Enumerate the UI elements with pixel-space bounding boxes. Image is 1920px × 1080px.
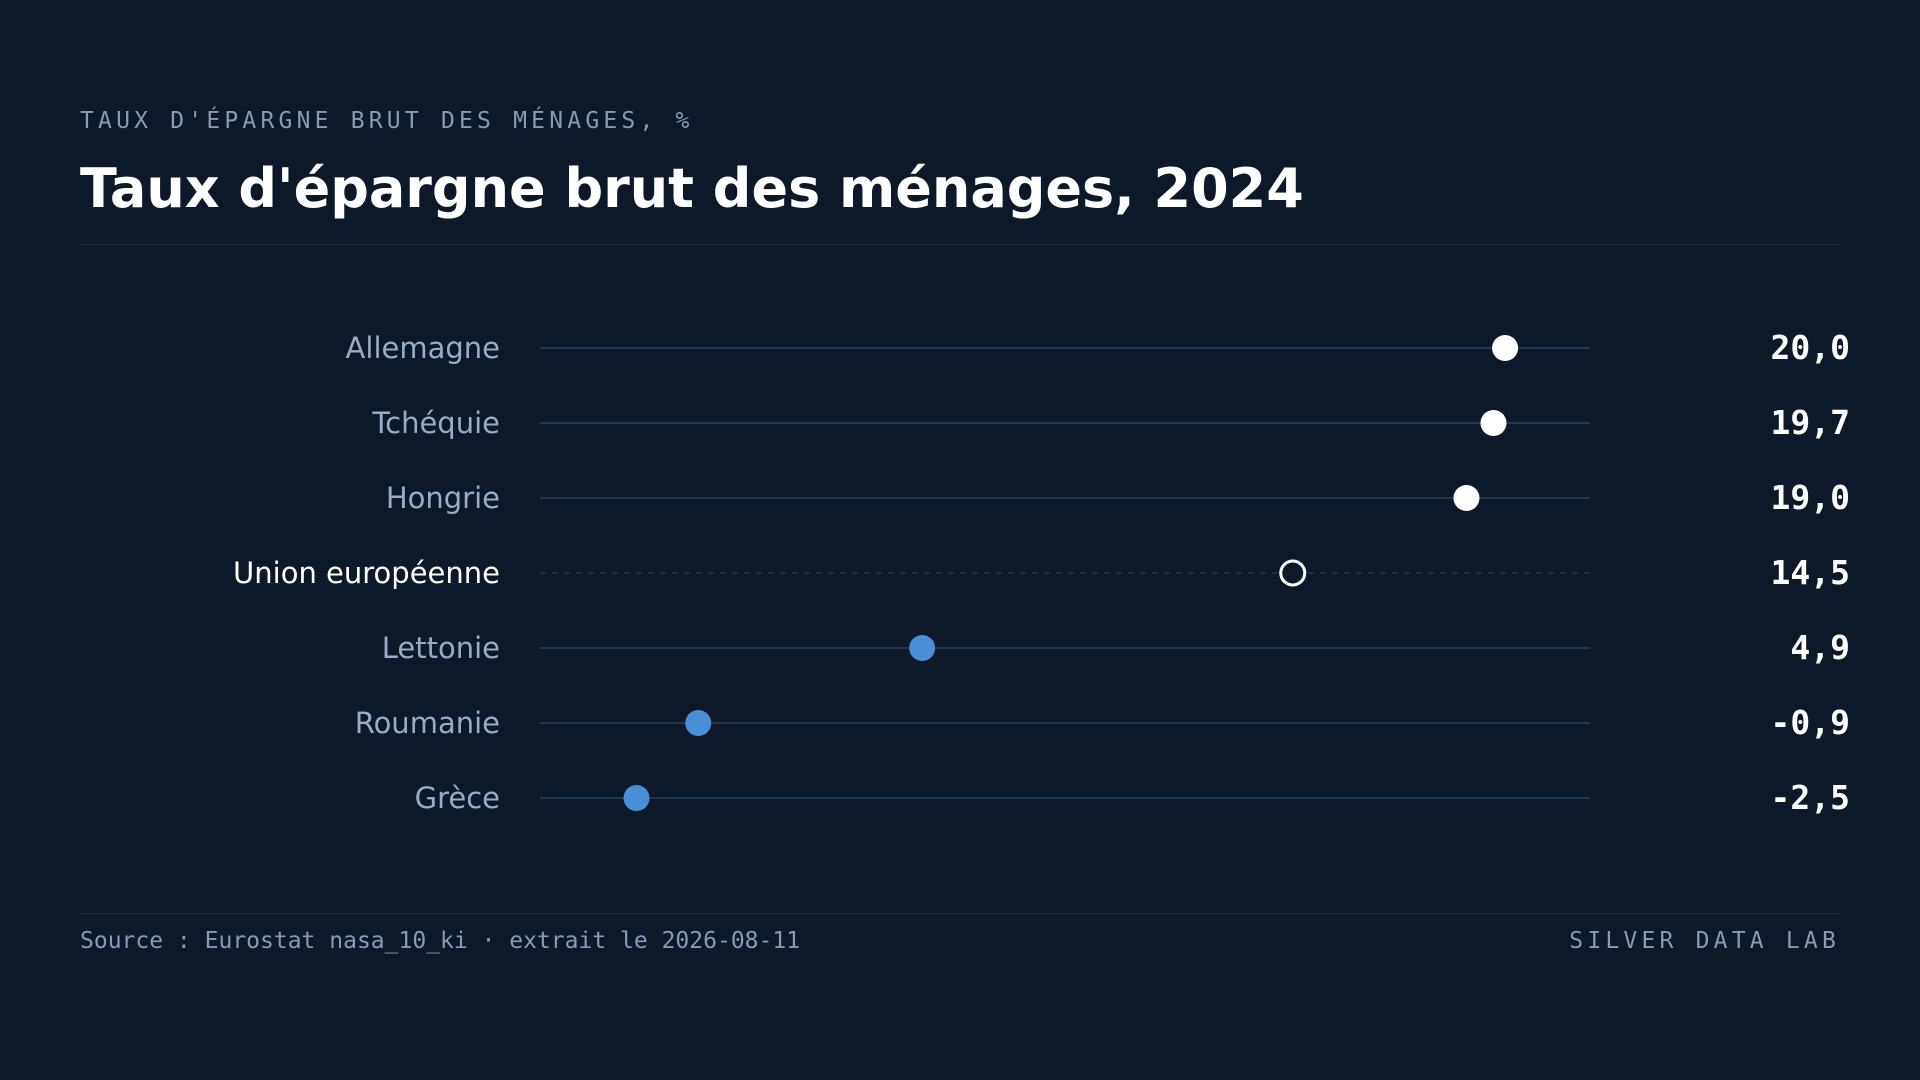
source-note: Source : Eurostat nasa_10_ki · extrait l… — [80, 928, 801, 954]
value-label: 19,7 — [1771, 403, 1850, 442]
value-label: 20,0 — [1771, 328, 1850, 367]
category-label: Lettonie — [382, 631, 500, 665]
category-label: Hongrie — [386, 481, 500, 515]
value-label: -2,5 — [1771, 778, 1850, 817]
value-label: 19,0 — [1771, 478, 1850, 517]
data-point — [1453, 485, 1480, 511]
header-divider — [80, 244, 1840, 245]
value-label: 4,9 — [1790, 628, 1850, 667]
data-point — [623, 785, 650, 811]
value-label: 14,5 — [1771, 553, 1850, 592]
category-label: Allemagne — [346, 331, 500, 365]
chart-title: Taux d'épargne brut des ménages, 2024 — [80, 157, 1304, 220]
reference-data-point — [1279, 559, 1307, 587]
category-label: Tchéquie — [371, 406, 500, 440]
category-label: Roumanie — [355, 706, 500, 740]
data-point — [685, 710, 712, 736]
data-point — [909, 635, 936, 661]
brand-label: SILVER DATA LAB — [1569, 928, 1840, 954]
category-label: Grèce — [415, 781, 500, 815]
data-point — [1480, 410, 1507, 436]
chart-eyebrow: TAUX D'ÉPARGNE BRUT DES MÉNAGES, % — [80, 108, 694, 134]
footer-divider — [80, 913, 1840, 914]
reference-category-label: Union européenne — [233, 556, 500, 590]
data-point — [1492, 335, 1519, 361]
value-label: -0,9 — [1771, 703, 1850, 742]
